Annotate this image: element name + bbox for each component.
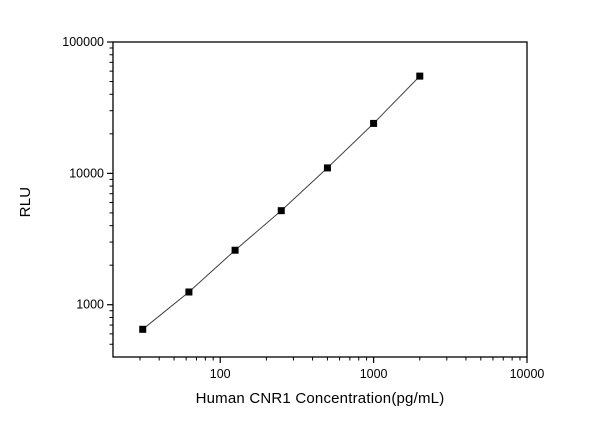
data-point-marker <box>323 164 331 172</box>
data-point-marker <box>416 72 424 80</box>
x-tick-label: 1000 <box>360 367 388 381</box>
plot-area: 100 1000 10000 1000 10000 100000 <box>62 35 544 381</box>
plot-frame <box>112 41 528 358</box>
y-tick-labels: 1000 10000 100000 <box>62 35 104 312</box>
data-point-marker <box>277 207 285 215</box>
y-axis-title: RLU <box>17 187 34 218</box>
series-line <box>142 75 421 330</box>
y-tick-label: 100000 <box>62 35 104 49</box>
data-point-marker <box>370 119 378 127</box>
x-axis-title: Human CNR1 Concentration(pg/mL) <box>196 390 445 407</box>
x-tick-labels: 100 1000 10000 <box>210 367 545 381</box>
x-tick-label: 10000 <box>510 367 545 381</box>
x-tick-label: 100 <box>210 367 231 381</box>
y-axis-ticks <box>107 41 113 345</box>
x-axis-ticks <box>139 357 528 363</box>
y-tick-label: 1000 <box>76 298 104 312</box>
series-markers <box>139 72 424 333</box>
y-tick-label: 10000 <box>69 166 104 180</box>
data-point-marker <box>185 288 193 296</box>
data-point-marker <box>139 325 147 333</box>
data-point-marker <box>231 246 239 254</box>
